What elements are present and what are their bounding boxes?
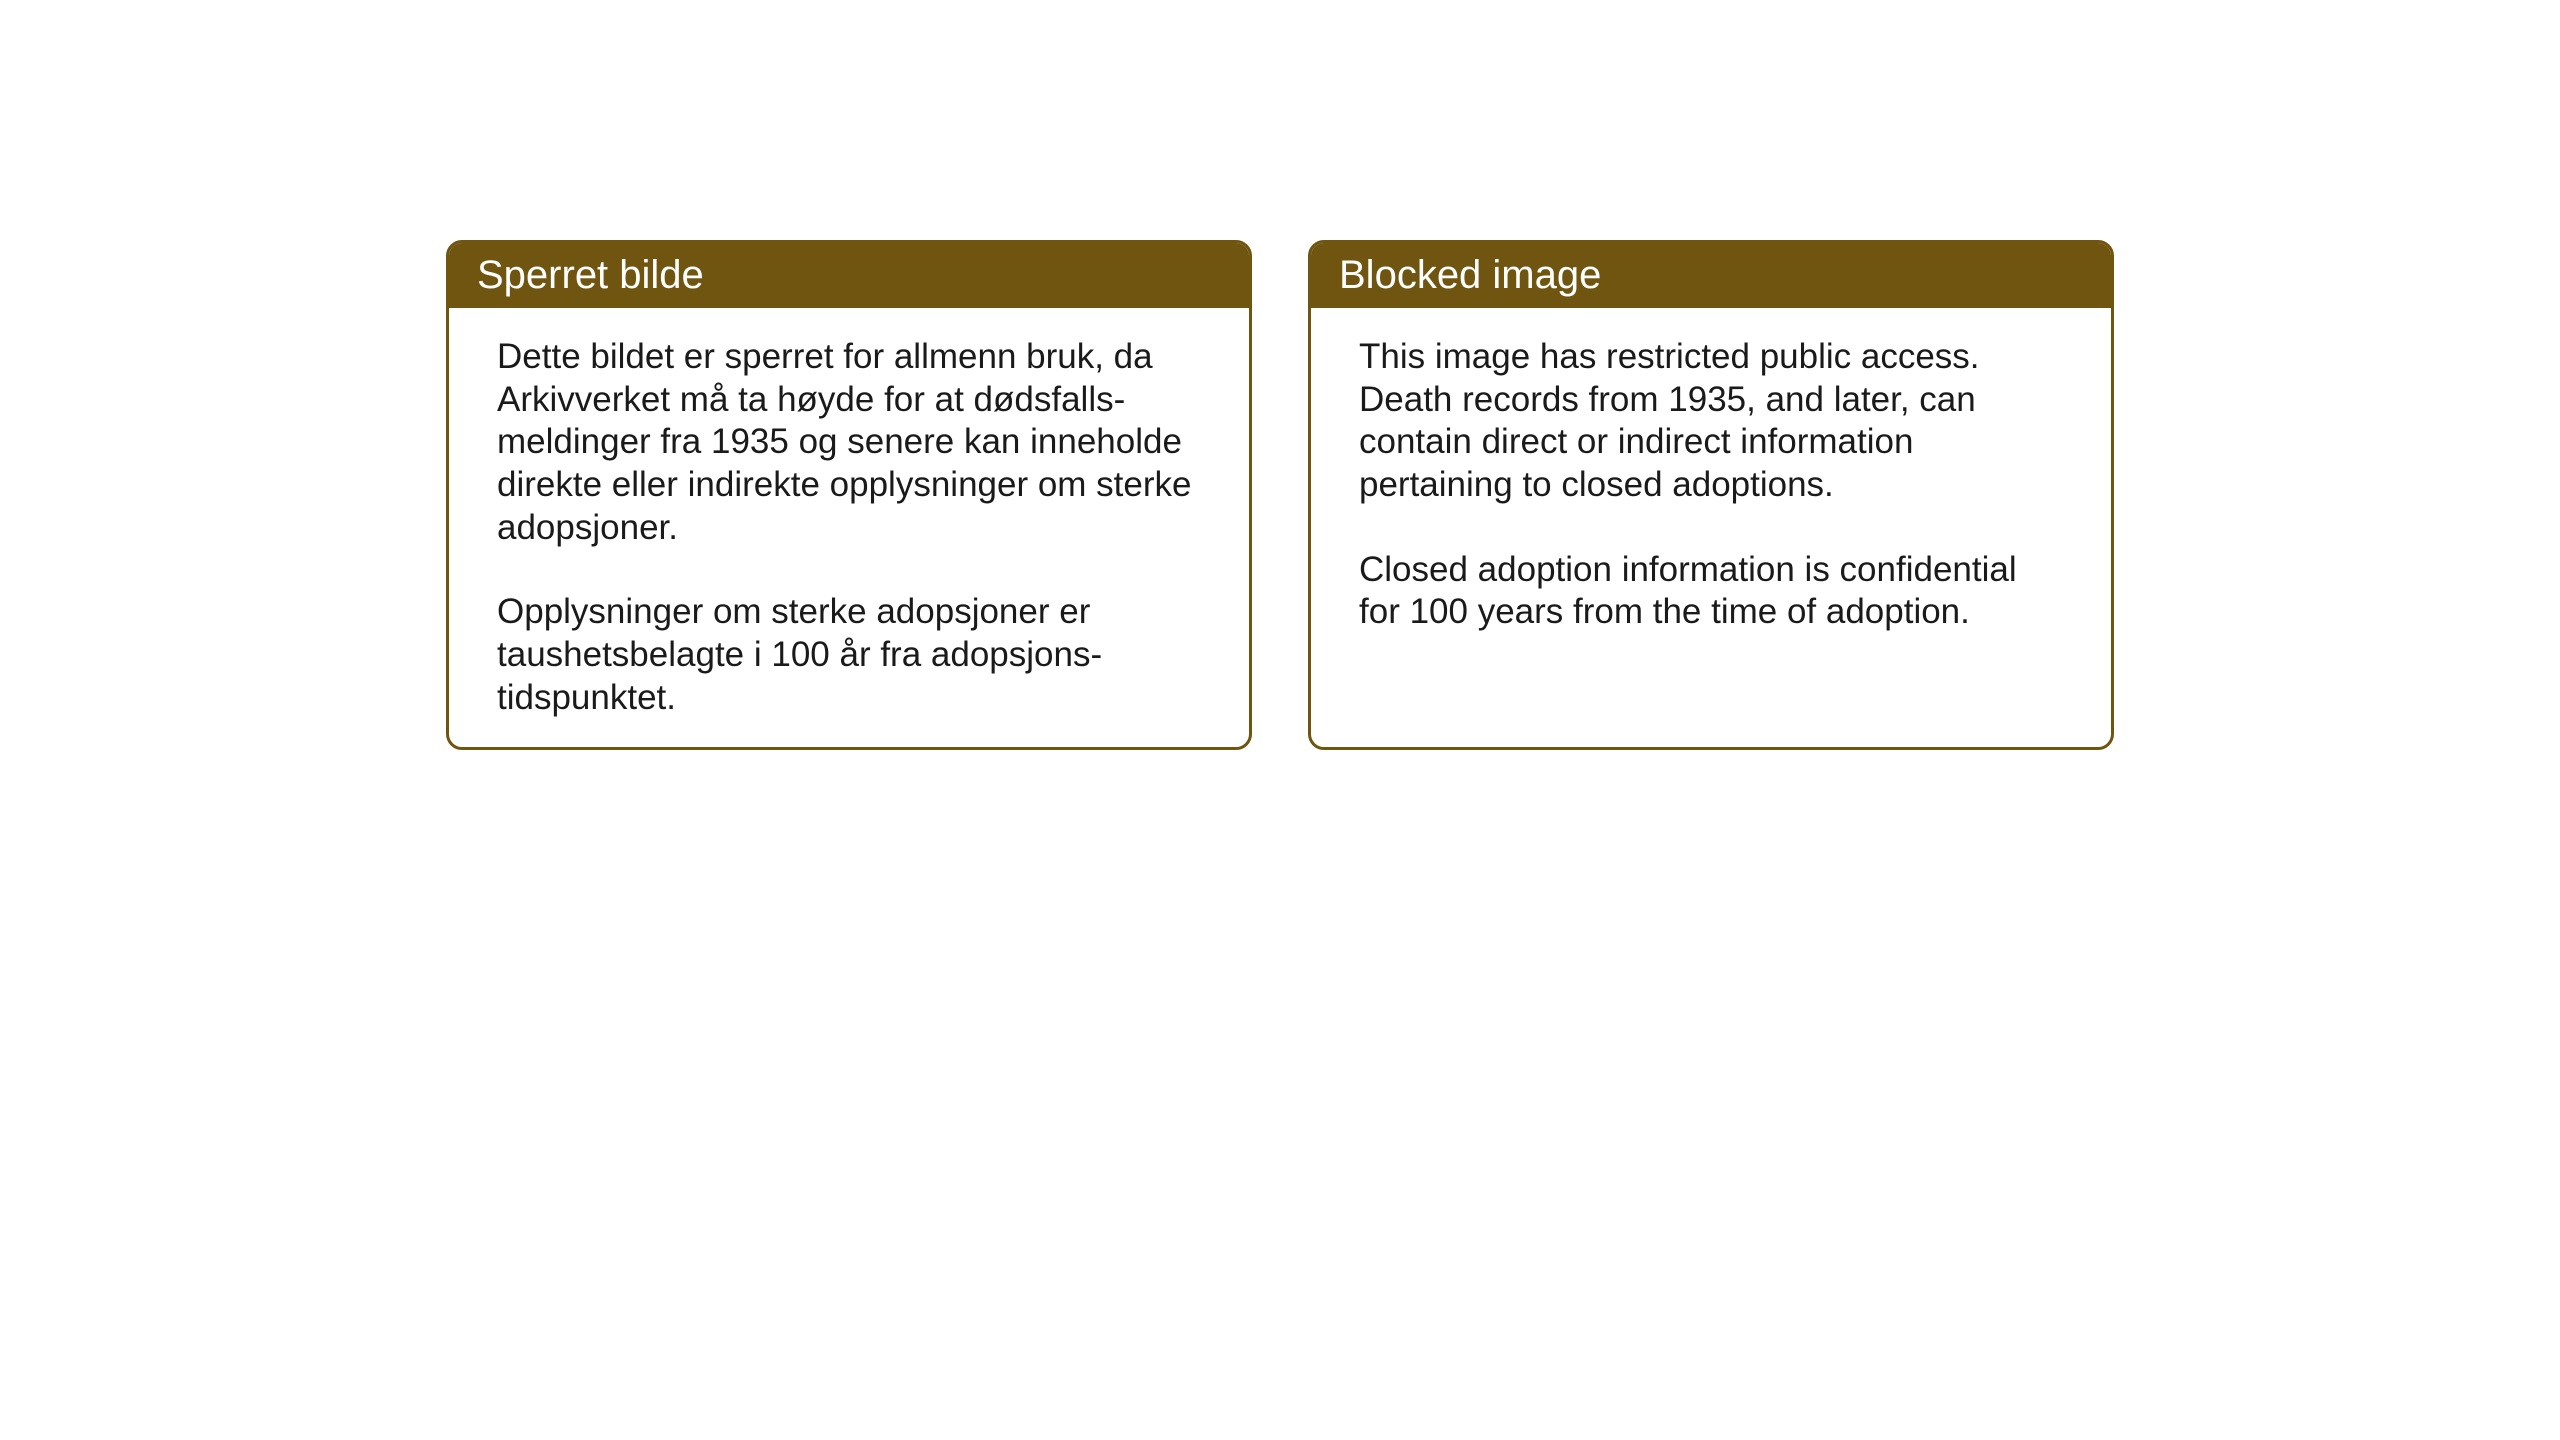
english-title: Blocked image [1339, 253, 1601, 297]
norwegian-card: Sperret bilde Dette bildet er sperret fo… [446, 240, 1252, 750]
norwegian-card-body: Dette bildet er sperret for allmenn bruk… [449, 308, 1249, 748]
norwegian-card-header: Sperret bilde [449, 243, 1249, 308]
norwegian-paragraph-1: Dette bildet er sperret for allmenn bruk… [497, 336, 1201, 549]
english-card-body: This image has restricted public access.… [1311, 308, 2111, 662]
english-paragraph-1: This image has restricted public access.… [1359, 336, 2063, 507]
english-card-header: Blocked image [1311, 243, 2111, 308]
norwegian-paragraph-2: Opplysninger om sterke adopsjoner er tau… [497, 591, 1201, 719]
notice-container: Sperret bilde Dette bildet er sperret fo… [446, 240, 2114, 750]
norwegian-title: Sperret bilde [477, 253, 704, 297]
english-paragraph-2: Closed adoption information is confident… [1359, 549, 2063, 634]
english-card: Blocked image This image has restricted … [1308, 240, 2114, 750]
